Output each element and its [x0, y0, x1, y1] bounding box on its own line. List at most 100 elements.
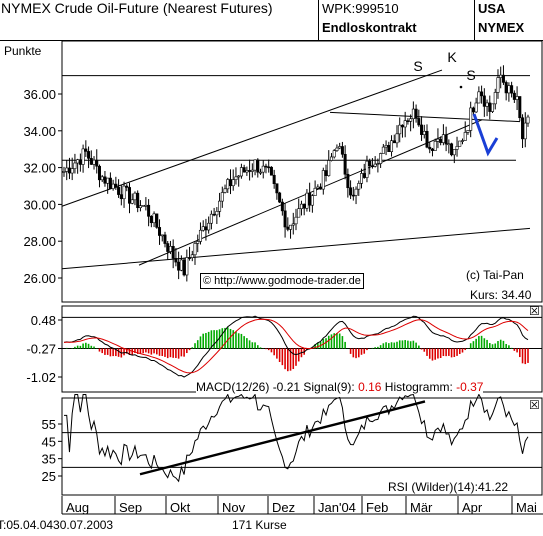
candle-body	[294, 216, 298, 225]
candle-body	[349, 187, 353, 196]
last-price-label: Kurs: 34.40	[470, 288, 532, 302]
candle-body	[122, 185, 126, 200]
month-label: Okt	[170, 500, 191, 515]
candle-body	[163, 234, 167, 244]
month-label: Aug	[66, 500, 89, 515]
candle-body	[62, 171, 66, 173]
candle-body	[308, 192, 312, 206]
candle-body	[190, 254, 194, 258]
candle-body	[384, 145, 388, 148]
candle-body	[256, 159, 260, 173]
candle-body	[433, 140, 437, 151]
month-label: Dez	[272, 500, 295, 515]
pattern-label: S	[466, 67, 475, 83]
candle-body	[346, 173, 350, 189]
candle-body	[207, 222, 211, 231]
candle-body	[198, 229, 202, 242]
date-range: T:05.04.0430.07.2003	[0, 518, 114, 532]
candle-body	[231, 179, 235, 187]
candle-body	[436, 138, 440, 142]
candle-body	[310, 195, 314, 206]
candle-body	[182, 259, 186, 276]
candle-body	[365, 160, 369, 178]
candle-body	[373, 163, 377, 167]
candle-body	[73, 162, 77, 169]
candle-body	[469, 107, 473, 131]
candle-body	[111, 183, 115, 189]
candle-body	[381, 146, 385, 154]
month-label: Sep	[119, 500, 142, 515]
candle-body	[526, 116, 530, 124]
exchange-label: NYMEX	[478, 20, 525, 35]
candle-body	[188, 257, 192, 259]
candle-body	[237, 175, 241, 178]
candle-body	[234, 176, 238, 180]
candle-body	[141, 205, 145, 207]
candle-body	[228, 179, 232, 187]
price-tick-label: 28.00	[23, 234, 56, 249]
candle-body	[518, 96, 522, 119]
candle-body	[248, 170, 252, 172]
candle-body	[335, 147, 339, 151]
contract-label: Endloskontrakt	[322, 20, 417, 35]
rsi-tick-label: 35	[42, 452, 56, 467]
rsi-legend: RSI (Wilder)(14):41.22	[388, 480, 509, 494]
candle-body	[324, 170, 328, 176]
wpk-label: WPK:999510	[322, 1, 399, 16]
candle-body	[196, 241, 200, 244]
candle-body	[84, 148, 88, 152]
rsi-tick-label: 45	[42, 434, 56, 449]
candle-body	[491, 103, 495, 112]
candle-body	[499, 74, 503, 78]
candle-body	[209, 213, 213, 224]
candle-body	[458, 140, 462, 147]
rsi-trend-line	[139, 400, 426, 476]
candle-body	[455, 146, 459, 150]
candle-body	[250, 169, 254, 172]
macd-close-icon[interactable]: ☒	[529, 304, 540, 318]
candle-body	[267, 166, 271, 169]
candle-body	[81, 148, 85, 165]
candle-body	[379, 153, 383, 164]
candle-body	[174, 258, 178, 263]
candle-body	[95, 159, 99, 167]
candle-body	[103, 176, 107, 184]
candle-body	[297, 208, 301, 218]
candle-body	[253, 159, 257, 171]
candle-body	[411, 108, 415, 120]
candle-body	[501, 74, 505, 83]
candle-body	[403, 120, 407, 128]
candle-body	[313, 187, 317, 196]
candle-body	[185, 257, 189, 276]
candle-body	[160, 234, 164, 237]
candle-body	[480, 91, 484, 97]
candle-body	[368, 160, 372, 167]
candle-body	[515, 96, 519, 100]
price-unit-label: Punkte	[4, 44, 42, 58]
candle-body	[340, 146, 344, 155]
candle-body	[264, 165, 268, 168]
candle-body	[357, 183, 361, 190]
rsi-close-icon[interactable]: ☒	[529, 398, 540, 412]
candle-body	[441, 134, 445, 143]
candle-body	[444, 134, 448, 145]
candle-body	[179, 259, 183, 271]
candle-body	[466, 130, 470, 133]
candle-body	[119, 194, 123, 200]
price-tick-label: 32.00	[23, 161, 56, 176]
candle-body	[510, 85, 514, 94]
candle-body	[512, 92, 516, 100]
candle-body	[239, 167, 243, 177]
candle-body	[482, 95, 486, 107]
candle-body	[152, 213, 156, 224]
candle-body	[67, 167, 71, 174]
candle-body	[351, 194, 355, 197]
candle-body	[338, 146, 342, 149]
candle-body	[114, 183, 118, 188]
candle-body	[168, 246, 172, 252]
candle-body	[261, 165, 265, 173]
candle-body	[425, 131, 429, 148]
candle-body	[504, 82, 508, 94]
